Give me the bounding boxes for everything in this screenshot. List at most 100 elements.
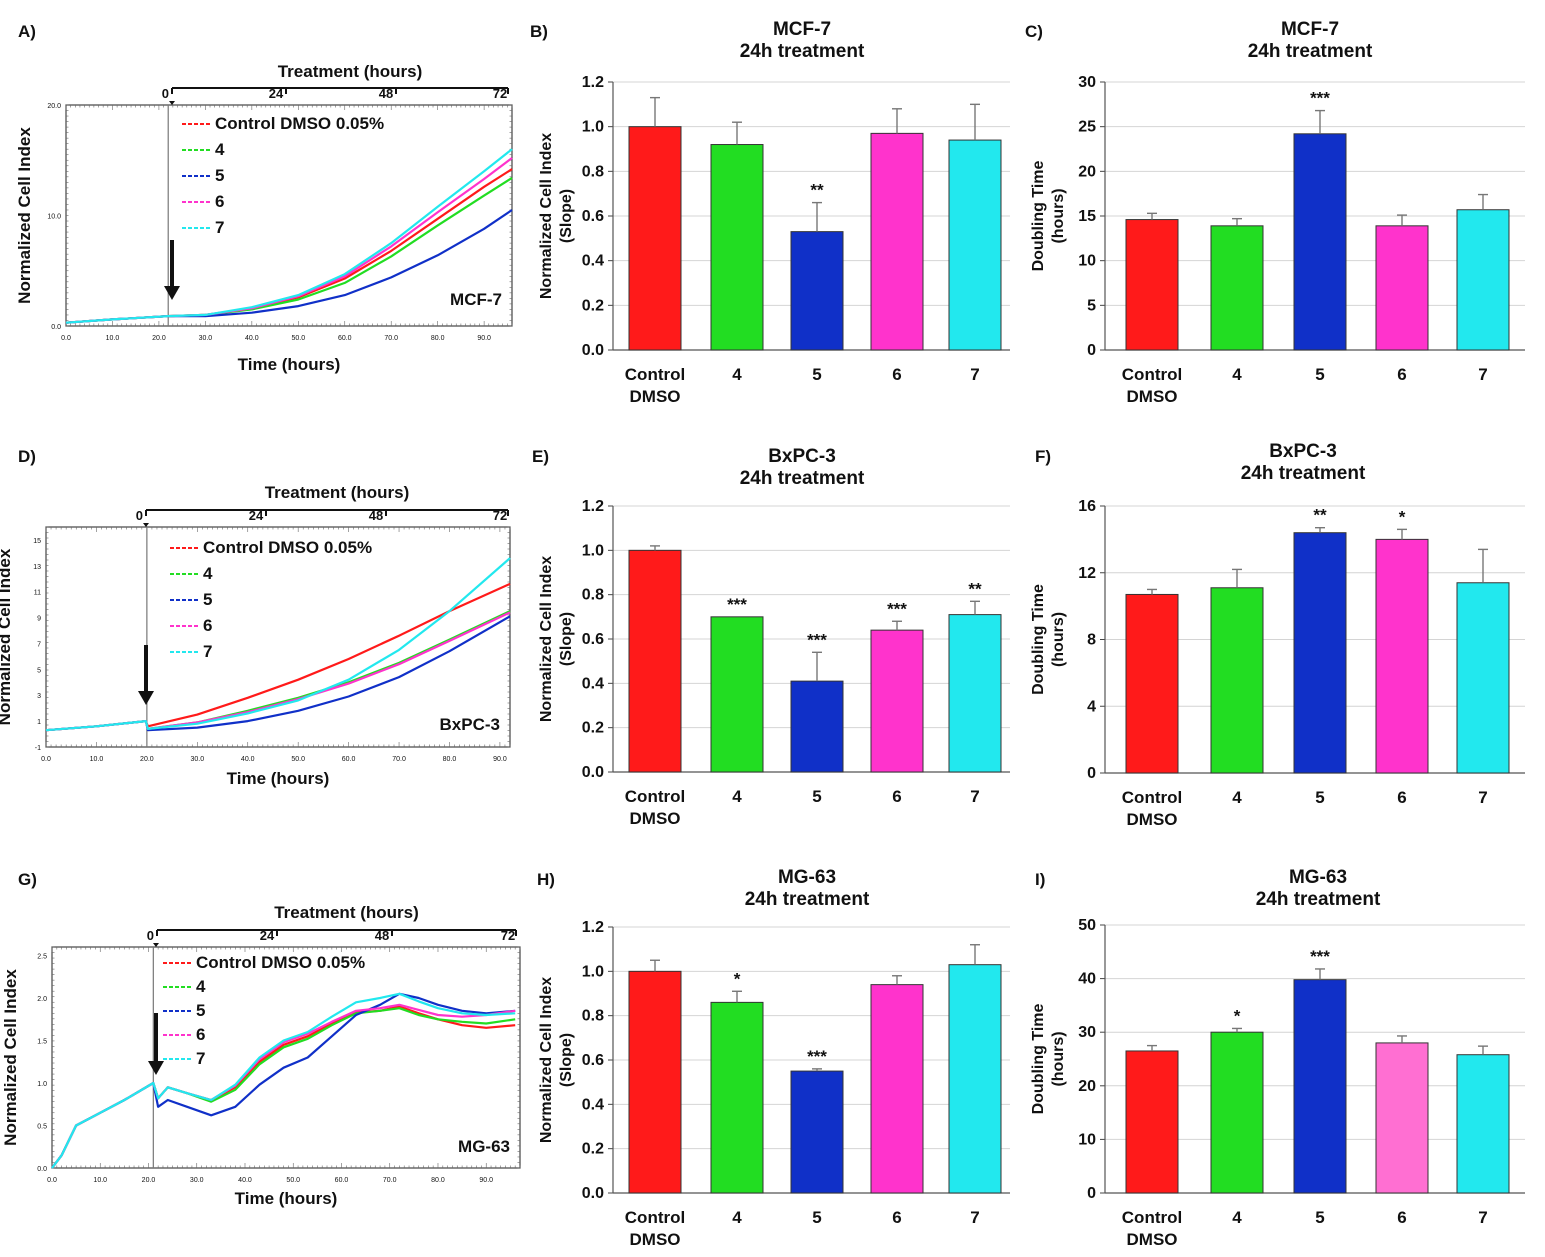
bar xyxy=(790,1070,844,1194)
y-tick-label: 1.2 xyxy=(582,74,604,91)
legend-label: Control DMSO 0.05% xyxy=(203,538,372,557)
y-tick-label: 1.2 xyxy=(582,919,604,936)
legend-label: 6 xyxy=(215,192,224,211)
chart-title-line: 24h treatment xyxy=(740,468,865,489)
y-axis-label: Normalized Cell Index xyxy=(1,969,20,1146)
legend-label: Control DMSO 0.05% xyxy=(196,953,365,972)
y-tick-label: 8 xyxy=(1087,632,1096,649)
bar xyxy=(1375,538,1429,774)
legend-label: 7 xyxy=(215,218,224,237)
y-tick-label: 4 xyxy=(1087,698,1096,715)
y-tick-label: 12 xyxy=(1078,565,1096,582)
category-label: 5 xyxy=(812,365,821,384)
treatment-arrow-head xyxy=(138,691,154,705)
x-tick-label: 50.0 xyxy=(291,756,305,763)
treatment-arrow-head xyxy=(148,1061,164,1075)
y-tick-label: 0.0 xyxy=(51,324,61,331)
bar xyxy=(710,1001,764,1194)
y-tick-label: 30 xyxy=(1078,74,1096,91)
x-tick-label: 0.0 xyxy=(47,1177,57,1184)
x-axis-label: Time (hours) xyxy=(227,769,330,788)
y-tick-label: 25 xyxy=(1078,119,1096,136)
significance-marker: *** xyxy=(887,599,907,618)
legend-label: 5 xyxy=(196,1001,205,1020)
y-axis-label: Normalized Cell Index (Slope) xyxy=(538,556,575,722)
significance-marker: ** xyxy=(968,579,982,598)
significance-marker: * xyxy=(1234,1006,1241,1025)
y-tick-label: 16 xyxy=(1078,498,1096,515)
x-tick-label: 90.0 xyxy=(493,756,507,763)
treatment-tick-label: 24 xyxy=(269,86,284,101)
category-label: 6 xyxy=(1397,365,1406,384)
cell-line-label: BxPC-3 xyxy=(440,715,500,734)
category-label: DMSO xyxy=(1127,1230,1178,1249)
x-tick-label: 20.0 xyxy=(140,756,154,763)
category-label: 4 xyxy=(732,1208,742,1227)
legend-label: Control DMSO 0.05% xyxy=(215,114,384,133)
legend-label: 4 xyxy=(215,140,225,159)
y-tick-label: 0 xyxy=(1087,765,1096,782)
bar xyxy=(948,614,1002,773)
significance-marker: * xyxy=(1399,507,1406,526)
category-label: 5 xyxy=(1315,788,1324,807)
treatment-arrow-head xyxy=(164,286,180,300)
x-tick-label: 60.0 xyxy=(335,1177,349,1184)
y-tick-label: 0.0 xyxy=(582,1185,604,1202)
y-tick-label: 0.8 xyxy=(582,587,604,604)
treatment-marker xyxy=(169,101,175,105)
y-axis-label-line: (hours) xyxy=(1050,188,1067,243)
bar xyxy=(870,629,924,773)
category-label: 4 xyxy=(1232,1208,1242,1227)
bar xyxy=(1293,133,1347,351)
y-tick-label: 0.4 xyxy=(582,253,604,270)
category-label: Control xyxy=(1122,788,1182,807)
x-tick-label: 80.0 xyxy=(431,335,445,342)
bar xyxy=(1456,209,1510,351)
y-tick-label: 0.6 xyxy=(582,208,604,225)
y-tick-label: 0.5 xyxy=(37,1124,47,1131)
bar xyxy=(790,231,844,351)
treatment-tick-label: 0 xyxy=(162,86,169,101)
y-axis-label-line: Doubling Time xyxy=(1030,1003,1047,1114)
category-label: 6 xyxy=(892,787,901,806)
y-axis-label-line: (hours) xyxy=(1050,1031,1067,1086)
cell-line-label: MCF-7 xyxy=(450,290,502,309)
significance-marker: * xyxy=(734,969,741,988)
x-axis-label: Time (hours) xyxy=(235,1189,338,1208)
y-tick-label: 0.6 xyxy=(582,1052,604,1069)
category-label: Control xyxy=(625,1208,685,1227)
treatment-label: Treatment (hours) xyxy=(274,903,419,922)
chart-title-line: BxPC-3 xyxy=(1269,441,1337,462)
y-tick-label: 50 xyxy=(1078,917,1096,934)
x-tick-label: 30.0 xyxy=(190,756,204,763)
x-tick-label: 80.0 xyxy=(431,1177,445,1184)
category-label: 6 xyxy=(892,365,901,384)
x-tick-label: 20.0 xyxy=(142,1177,156,1184)
treatment-tick-label: 0 xyxy=(136,508,143,523)
legend-label: 4 xyxy=(196,977,206,996)
x-tick-label: 60.0 xyxy=(342,756,356,763)
y-axis-label-line: Normalized Cell Index xyxy=(538,977,555,1143)
category-label: 5 xyxy=(1315,365,1324,384)
category-label: 4 xyxy=(732,787,742,806)
treatment-label: Treatment (hours) xyxy=(278,62,423,81)
panel-label: F) xyxy=(1035,447,1051,466)
category-label: 7 xyxy=(970,1208,979,1227)
category-label: 4 xyxy=(732,365,742,384)
panel-label: A) xyxy=(18,22,36,41)
category-label: 4 xyxy=(1232,788,1242,807)
line-panel-a: A)0.0 10.0 20.0 30.0 40.0 50.0 60.0 70.0 80.0 90.… xyxy=(15,22,513,374)
treatment-marker xyxy=(153,943,159,947)
category-label: 4 xyxy=(1232,365,1242,384)
series-line-7 xyxy=(51,992,516,1169)
y-tick-label: 1.0 xyxy=(582,963,604,980)
legend-label: 7 xyxy=(203,642,212,661)
bar xyxy=(628,126,682,351)
